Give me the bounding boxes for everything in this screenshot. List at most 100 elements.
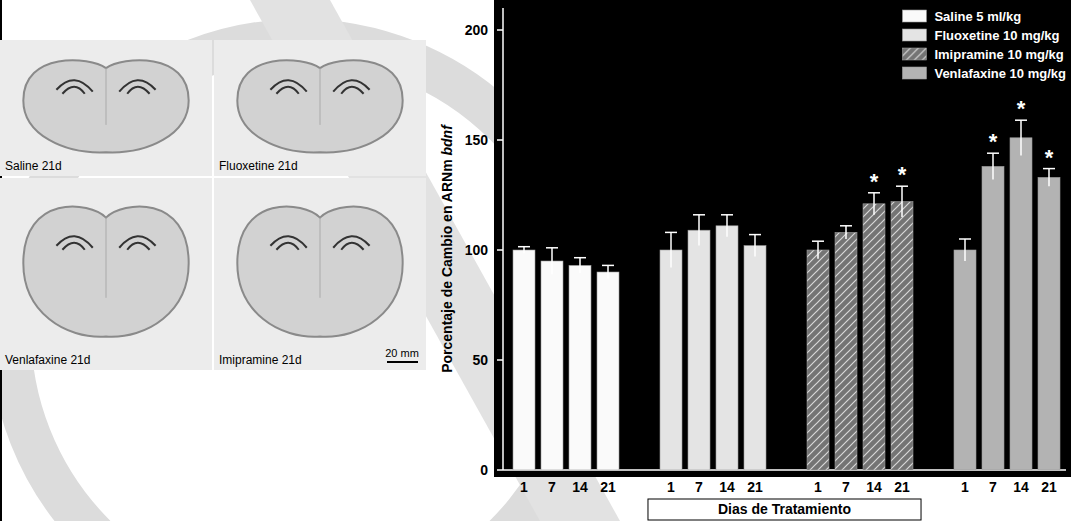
midline (320, 218, 321, 298)
error-bar (749, 235, 761, 257)
error-cap (959, 238, 971, 240)
x-axis-title: Dias de Tratamiento (718, 501, 851, 517)
bar (807, 250, 829, 470)
brain-slice (237, 60, 402, 152)
y-tick (497, 469, 503, 471)
brain-slice (23, 207, 188, 337)
y-tick-label: 100 (465, 242, 489, 258)
bar (744, 246, 766, 470)
image-panel (0, 178, 212, 370)
bar (1010, 138, 1032, 470)
error-bar (896, 186, 908, 217)
labels: 17142117142117*14*211*7*14*21 (520, 96, 1057, 495)
error-stem (901, 186, 903, 217)
y-tick (497, 139, 503, 141)
error-stem (698, 215, 700, 246)
error-bar (721, 215, 733, 237)
y-tick (497, 29, 503, 31)
error-bar (868, 193, 880, 215)
error-stem (873, 193, 875, 215)
bar (1038, 177, 1060, 470)
error-stem (992, 153, 994, 179)
y-axis-title-gene: bdnf (439, 124, 455, 156)
x-tick-label: 1 (814, 479, 822, 495)
hippocampus (56, 80, 92, 94)
midline (106, 218, 107, 298)
scale-bar-label: 20 mm (385, 347, 419, 359)
x-tick-label: 1 (520, 479, 528, 495)
y-tick-label: 50 (472, 352, 488, 368)
x-tick-label: 1 (667, 479, 675, 495)
panel-label: Saline 21d (5, 159, 62, 173)
error-bar (812, 241, 824, 259)
legend-label: Venlafaxine 10 mg/kg (934, 66, 1066, 81)
error-bar (574, 258, 586, 273)
x-tick-label: 14 (1013, 479, 1029, 495)
y-tick-label: 0 (480, 462, 488, 478)
error-cap (812, 240, 824, 242)
panel-label: Fluoxetine 21d (219, 159, 298, 173)
x-tick-label: 21 (894, 479, 910, 495)
bar (513, 250, 535, 470)
panel-label: Imipramine 21d (219, 353, 302, 367)
error-bar (665, 232, 677, 267)
legend-label: Saline 5 ml/kg (934, 9, 1021, 24)
bars (513, 120, 1060, 470)
x-tick-label: 14 (572, 479, 588, 495)
image-panel (0, 40, 212, 176)
brain-slice (23, 60, 188, 152)
significance-mark: * (1045, 145, 1054, 170)
x-tick-label: 7 (695, 479, 703, 495)
error-stem (817, 241, 819, 259)
panel-label: Venlafaxine 21d (5, 353, 90, 367)
x-tick-label: 14 (866, 479, 882, 495)
legend: Saline 5 ml/kgFluoxetine 10 mg/kgImipram… (902, 9, 1066, 81)
error-stem (523, 247, 525, 254)
bar (835, 232, 857, 470)
bar (660, 250, 682, 470)
error-stem (551, 248, 553, 274)
legend-swatch (902, 67, 926, 79)
figure: Saline 21d Fluoxetine 21d Venlafaxine 21d I… (0, 0, 1071, 521)
error-stem (1048, 169, 1050, 187)
x-tick-label: 21 (747, 479, 763, 495)
error-bar (987, 153, 999, 179)
error-stem (670, 232, 672, 267)
legend-swatch (902, 10, 926, 22)
significance-mark: * (1017, 96, 1026, 121)
y-axis-title: Porcentaje de Cambio en ARNm bdnf (439, 124, 455, 373)
bar (688, 230, 710, 470)
error-bar (602, 265, 614, 278)
error-cap (602, 265, 614, 267)
image-panel (214, 178, 426, 370)
x-tick-label: 7 (548, 479, 556, 495)
error-bar (840, 226, 852, 239)
image-panels: Saline 21d Fluoxetine 21d Venlafaxine 21d I… (0, 40, 426, 370)
hippocampus (333, 80, 369, 94)
error-stem (579, 258, 581, 273)
error-bar (693, 215, 705, 246)
bar (716, 226, 738, 470)
hippocampus (56, 236, 92, 250)
plot-background (494, 0, 1071, 477)
error-bar (1015, 120, 1027, 155)
significance-mark: * (870, 169, 879, 194)
y-tick (497, 359, 503, 361)
x-tick-label: 7 (842, 479, 850, 495)
bar (954, 250, 976, 470)
legend-label: Imipramine 10 mg/kg (934, 47, 1063, 62)
bar (541, 261, 563, 470)
error-cap (574, 257, 586, 259)
error-bar (1043, 169, 1055, 187)
error-cap (749, 234, 761, 236)
y-axis-title-text: Porcentaje de Cambio en ARNm (439, 156, 455, 373)
x-title-box (648, 499, 921, 520)
legend-swatch (902, 48, 926, 60)
hippocampus (270, 236, 306, 250)
midline (106, 68, 107, 125)
significance-mark: * (898, 162, 907, 187)
legend-swatch (902, 29, 926, 41)
bar (863, 204, 885, 470)
error-stem (964, 239, 966, 261)
error-cap (721, 214, 733, 216)
